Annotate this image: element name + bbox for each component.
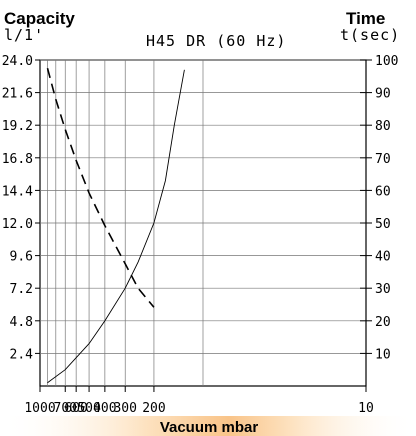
left-tick-label: 21.6 xyxy=(2,87,33,102)
right-tick-label: 20 xyxy=(375,315,391,330)
right-tick-label: 80 xyxy=(375,119,391,134)
right-tick-label: 60 xyxy=(375,184,391,199)
capacity-curve-dashed xyxy=(46,67,155,308)
right-tick-label: 100 xyxy=(375,54,398,69)
x-tick-label: 400 xyxy=(93,401,116,416)
right-axis-unit: t(sec) xyxy=(340,26,401,44)
left-tick-label: 19.2 xyxy=(2,119,33,134)
x-tick-label: 600 xyxy=(64,401,87,416)
left-axis-heading: Capacity xyxy=(4,9,75,28)
left-tick-label: 24.0 xyxy=(2,54,33,69)
x-tick-label: 500 xyxy=(77,401,100,416)
x-tick-label: 1000 xyxy=(24,401,55,416)
left-tick-label: 2.4 xyxy=(10,347,34,362)
left-tick-label: 9.6 xyxy=(10,250,33,265)
x-tick-label: 700 xyxy=(54,401,77,416)
left-tick-label: 4.8 xyxy=(10,315,33,330)
chart-title: H45 DR (60 Hz) xyxy=(146,32,287,50)
left-tick-label: 12.0 xyxy=(2,217,33,232)
right-axis-heading: Time xyxy=(346,9,386,28)
decorative-band xyxy=(0,416,416,436)
time-curve-solid xyxy=(47,69,185,384)
x-tick-label: 10 xyxy=(358,401,374,416)
right-tick-label: 40 xyxy=(375,250,391,265)
right-tick-label: 90 xyxy=(375,87,391,102)
right-tick-label: 30 xyxy=(375,282,391,297)
left-tick-label: 16.8 xyxy=(2,152,33,167)
left-tick-label: 7.2 xyxy=(10,282,33,297)
x-tick-label: 200 xyxy=(142,401,165,416)
right-tick-label: 10 xyxy=(375,347,391,362)
right-tick-label: 50 xyxy=(375,217,391,232)
x-tick-label: 300 xyxy=(113,401,136,416)
left-tick-label: 14.4 xyxy=(2,184,33,199)
right-tick-label: 70 xyxy=(375,152,391,167)
left-axis-unit: l/1' xyxy=(4,26,45,44)
x-axis-label: Vacuum mbar xyxy=(160,419,259,436)
